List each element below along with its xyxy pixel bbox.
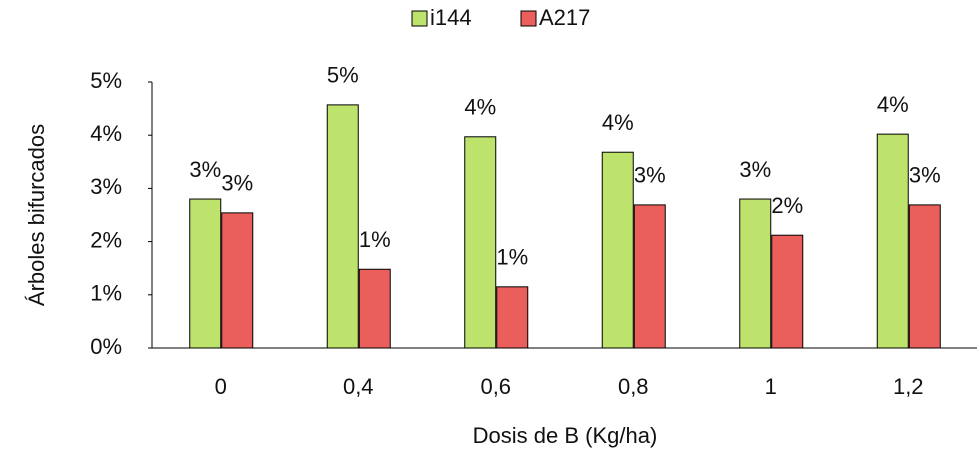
x-tick-label: 0: [215, 374, 227, 399]
bar: [601, 151, 634, 349]
bar: [496, 286, 529, 349]
y-axis-label: Árboles bifurcados: [24, 124, 49, 306]
legend-swatch: [411, 10, 428, 27]
y-tick-label: 3%: [90, 174, 122, 199]
bar: [189, 198, 222, 349]
x-tick-label: 0,4: [343, 374, 374, 399]
value-label: 4%: [602, 110, 634, 135]
x-axis-label: Dosis de B (Kg/ha): [473, 423, 658, 448]
value-label: 5%: [327, 63, 359, 88]
legend-label: i144: [430, 5, 472, 30]
x-tick-label: 0,6: [480, 374, 511, 399]
bar: [326, 104, 359, 349]
value-label: 1%: [496, 245, 528, 270]
legend-swatch: [520, 10, 537, 27]
x-tick-label: 0,8: [618, 374, 649, 399]
value-label: 3%: [221, 171, 253, 196]
x-tick-label: 1,2: [893, 374, 924, 399]
value-label: 3%: [909, 163, 941, 188]
y-tick-label: 2%: [90, 227, 122, 252]
bar: [908, 204, 941, 349]
value-label: 3%: [739, 157, 771, 182]
bar: [633, 204, 666, 349]
y-tick-label: 4%: [90, 121, 122, 146]
value-label: 3%: [634, 163, 666, 188]
legend-label: A217: [539, 5, 590, 30]
value-label: 1%: [359, 227, 391, 252]
bar: [739, 198, 772, 349]
bar: [221, 212, 254, 349]
value-label: 3%: [189, 157, 221, 182]
bar: [771, 234, 804, 349]
bar: [876, 133, 909, 349]
bar: [358, 268, 391, 349]
y-tick-label: 0%: [90, 334, 122, 359]
value-label: 4%: [464, 95, 496, 120]
value-label: 4%: [877, 92, 909, 117]
value-label: 2%: [771, 193, 803, 218]
bar: [464, 136, 497, 349]
y-tick-label: 5%: [90, 68, 122, 93]
y-tick-label: 1%: [90, 281, 122, 306]
x-tick-label: 1: [765, 374, 777, 399]
